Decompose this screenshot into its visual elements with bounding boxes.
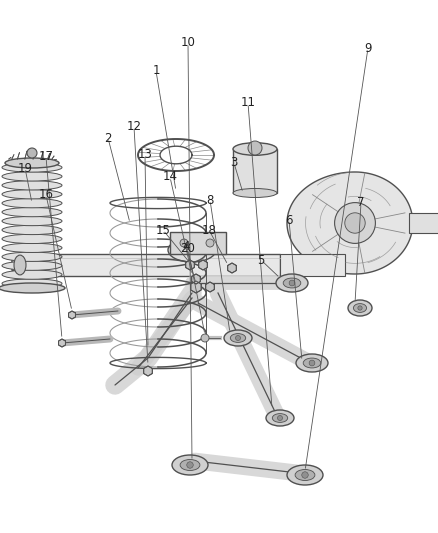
Ellipse shape [266, 410, 294, 426]
Circle shape [309, 360, 315, 366]
Circle shape [358, 306, 362, 310]
Ellipse shape [168, 238, 216, 262]
Text: 19: 19 [18, 161, 32, 174]
Text: 10: 10 [180, 36, 195, 50]
Text: 17: 17 [39, 150, 53, 164]
Ellipse shape [2, 216, 62, 225]
Text: 1: 1 [152, 64, 160, 77]
Ellipse shape [303, 358, 321, 368]
Ellipse shape [172, 455, 208, 475]
Ellipse shape [2, 190, 62, 199]
Ellipse shape [180, 459, 200, 471]
Ellipse shape [2, 225, 62, 235]
Circle shape [206, 239, 214, 247]
Text: 3: 3 [230, 157, 238, 169]
Ellipse shape [233, 143, 277, 155]
Text: 16: 16 [39, 189, 53, 201]
Circle shape [248, 141, 262, 155]
Text: 8: 8 [206, 193, 214, 206]
Ellipse shape [295, 470, 315, 481]
Ellipse shape [296, 354, 328, 372]
Circle shape [187, 462, 193, 468]
Bar [410, 213, 438, 233]
Text: 6: 6 [285, 214, 293, 227]
Text: 20: 20 [180, 243, 195, 255]
Circle shape [27, 148, 37, 158]
Text: 5: 5 [257, 254, 265, 266]
Text: 13: 13 [138, 149, 152, 161]
Circle shape [335, 203, 375, 244]
Ellipse shape [14, 255, 26, 275]
Ellipse shape [287, 465, 323, 485]
Circle shape [302, 472, 308, 478]
Text: 15: 15 [155, 223, 170, 237]
Polygon shape [12, 254, 32, 276]
Text: 12: 12 [127, 120, 141, 133]
Polygon shape [191, 281, 201, 293]
Ellipse shape [2, 261, 62, 270]
Text: 14: 14 [162, 171, 177, 183]
Polygon shape [59, 339, 65, 347]
Polygon shape [144, 366, 152, 376]
Text: 4: 4 [182, 239, 190, 253]
Bar [280, 254, 345, 276]
Bar [233, 149, 277, 193]
Ellipse shape [230, 334, 246, 342]
Ellipse shape [5, 158, 59, 168]
Ellipse shape [283, 278, 301, 288]
Ellipse shape [353, 304, 367, 312]
Circle shape [278, 416, 283, 421]
Ellipse shape [2, 163, 62, 172]
Text: 11: 11 [240, 96, 255, 109]
Ellipse shape [272, 414, 288, 422]
Polygon shape [192, 274, 200, 284]
Ellipse shape [2, 243, 62, 253]
Polygon shape [186, 260, 194, 270]
Polygon shape [287, 172, 413, 274]
Polygon shape [206, 282, 214, 292]
Polygon shape [199, 260, 207, 270]
Ellipse shape [2, 207, 62, 217]
Ellipse shape [2, 234, 62, 244]
Text: 9: 9 [364, 42, 372, 54]
Ellipse shape [2, 198, 62, 208]
Ellipse shape [233, 189, 277, 198]
Ellipse shape [2, 279, 62, 288]
Text: 7: 7 [357, 197, 365, 209]
Ellipse shape [348, 300, 372, 316]
Circle shape [289, 280, 295, 286]
Polygon shape [228, 263, 237, 273]
Ellipse shape [2, 172, 62, 181]
Circle shape [180, 239, 188, 247]
Text: 18: 18 [201, 223, 216, 237]
Circle shape [201, 334, 209, 342]
Ellipse shape [224, 330, 252, 346]
Circle shape [236, 335, 240, 341]
Circle shape [345, 213, 365, 233]
Ellipse shape [2, 252, 62, 261]
Polygon shape [68, 311, 75, 319]
Bar [170, 232, 226, 254]
Bar [12, 254, 280, 276]
Ellipse shape [0, 283, 65, 293]
Text: 2: 2 [104, 132, 112, 144]
Ellipse shape [2, 270, 62, 279]
Ellipse shape [2, 181, 62, 190]
Ellipse shape [276, 274, 308, 292]
